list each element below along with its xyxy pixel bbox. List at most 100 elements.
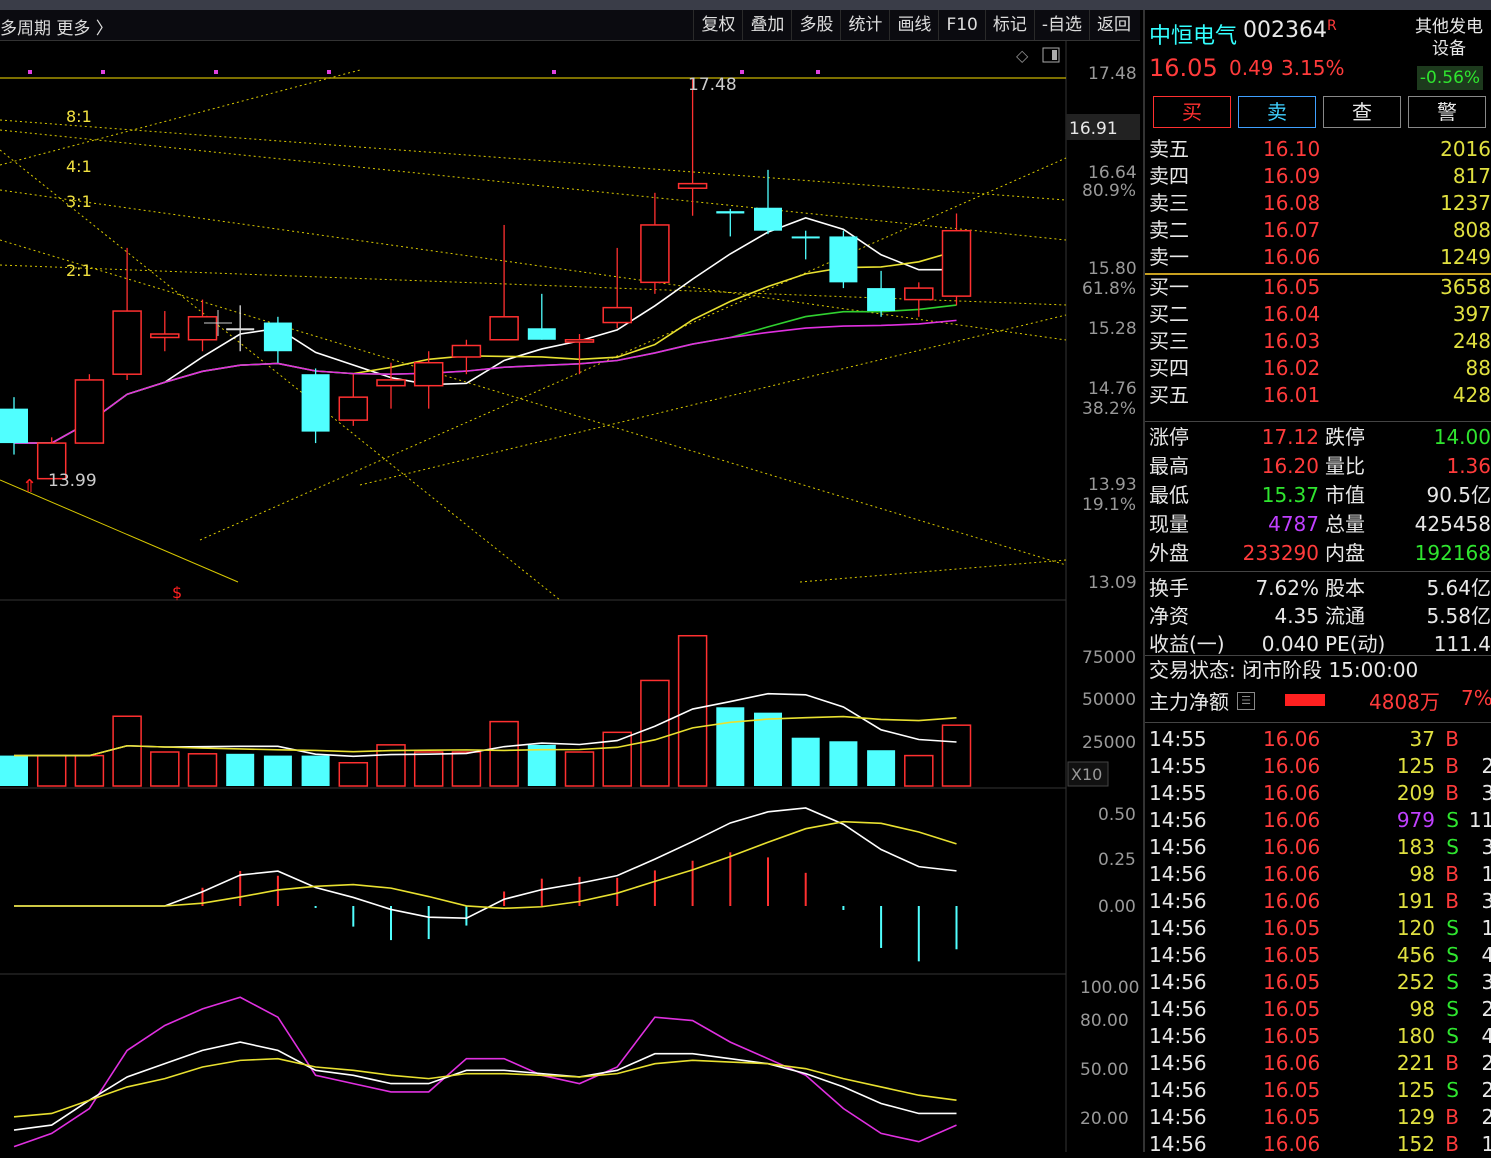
tick-volume: 98 [1409, 862, 1435, 886]
tick-time: 14:55 [1149, 754, 1207, 778]
stat-label: 最高 [1149, 454, 1189, 478]
volume-bar [150, 751, 180, 787]
level-volume: 88 [1465, 356, 1491, 380]
tick-time: 14:56 [1149, 808, 1207, 832]
tick-volume: 125 [1396, 1078, 1435, 1102]
signal-dot [816, 70, 820, 74]
candle-body [338, 396, 369, 421]
tick-price: 16.06 [1263, 781, 1321, 805]
toolbar-button[interactable]: 统计 [840, 10, 889, 40]
order-book-row: 卖三 16.08 1237 [1149, 190, 1491, 217]
main-flow-bar [1285, 694, 1325, 706]
volume-axis-label: 50000 [1082, 690, 1136, 710]
volume-bar [36, 754, 67, 787]
last-price: 16.05 [1149, 54, 1218, 82]
toolbar-button[interactable]: 复权 [693, 10, 742, 40]
signal-dot [28, 70, 32, 74]
tick-count: 44 [1481, 943, 1491, 967]
stat-label: 跌停 [1325, 425, 1365, 449]
fib-label: 2:1 [66, 261, 92, 280]
stat-label: 换手 [1149, 576, 1189, 600]
diamond-icon[interactable]: ◇ [1016, 46, 1029, 65]
stat-value: 0.040 [1261, 632, 1319, 656]
level-label: 卖四 [1149, 164, 1189, 188]
stat-row: 现量 4787 总量 425458 [1149, 511, 1491, 540]
volume-bar [263, 755, 292, 786]
tick-side: B [1445, 862, 1459, 886]
tick-price: 16.06 [1263, 862, 1321, 886]
volume-bar [376, 744, 406, 787]
order-book-row: 卖四 16.09 817 [1149, 163, 1491, 190]
sector-name[interactable]: 其他发电设备 [1415, 17, 1483, 59]
tick-side: B [1445, 781, 1459, 805]
level-label: 卖三 [1149, 191, 1189, 215]
tick-side: B [1445, 754, 1459, 778]
toolbar-button[interactable]: 标记 [984, 10, 1034, 40]
tick-time: 14:56 [1149, 1024, 1207, 1048]
toolbar-button[interactable]: 叠加 [742, 10, 791, 40]
toolbar-button[interactable]: -自选 [1033, 10, 1089, 40]
toolbar-button[interactable]: 返回 [1089, 10, 1138, 40]
trade-button[interactable]: 买 [1153, 96, 1231, 128]
tick-price: 16.05 [1263, 1078, 1321, 1102]
tick-price: 16.06 [1263, 808, 1321, 832]
kdj-j-line [13, 996, 957, 1148]
level-label: 卖五 [1149, 137, 1189, 161]
s-marker: $ [172, 583, 182, 602]
price-axis-label: 16.64 [1088, 163, 1137, 183]
level-volume: 817 [1452, 164, 1491, 188]
level-price: 16.03 [1263, 329, 1321, 353]
level-volume: 2016 [1440, 137, 1491, 161]
trade-button[interactable]: 查 [1323, 96, 1401, 128]
candle-body [754, 207, 782, 231]
trade-button[interactable]: 警 [1408, 96, 1486, 128]
candle-body [376, 379, 406, 387]
level-price: 16.08 [1263, 191, 1321, 215]
stat-value: 14.00 [1433, 425, 1491, 449]
kdj-axis-label: 20.00 [1080, 1109, 1129, 1129]
tick-time: 14:56 [1149, 862, 1207, 886]
tick-side: B [1445, 727, 1459, 751]
main-flow-value: 4808万 [1369, 690, 1440, 714]
tick-price: 16.05 [1263, 997, 1321, 1021]
toolbar-button[interactable]: 多股 [791, 10, 840, 40]
list-icon[interactable]: ☰ [1237, 692, 1255, 710]
stat-label: 内盘 [1325, 541, 1365, 565]
stat-row: 最高 16.20 量比 1.36 [1149, 453, 1491, 482]
candle-body [941, 229, 972, 297]
kline-chart[interactable]: ◇ 8:1 4:1 3:1 2:1 17.48 13.99 ⇑ $17.48 16.91 16.64… [0, 40, 1140, 1152]
level-label: 买三 [1149, 329, 1189, 353]
tick-volume: 456 [1396, 943, 1435, 967]
tick-side: S [1446, 970, 1459, 994]
trend-line [0, 119, 1067, 201]
volume-bar [941, 724, 972, 787]
tick-row: 14:56 16.05 129 B 29 [1149, 1104, 1491, 1131]
volume-bar [413, 751, 444, 787]
kdj-axis-label: 50.00 [1080, 1060, 1129, 1080]
volume-bar [74, 754, 105, 787]
volume-bar [226, 753, 255, 786]
tick-count: 16 [1481, 862, 1491, 886]
candle-body [451, 344, 482, 358]
period-menu[interactable]: 多周期 更多 〉 [0, 19, 113, 39]
pct-axis-label: 61.8% [1082, 279, 1136, 299]
candle-body [36, 442, 67, 480]
stat-label: 最低 [1149, 483, 1189, 507]
tick-count: 111 [1468, 808, 1491, 832]
signal-dot [214, 70, 218, 74]
stat-value: 425458 [1414, 512, 1491, 536]
candle-body [867, 288, 896, 312]
tick-volume: 191 [1396, 889, 1435, 913]
toolbar-button[interactable]: 画线 [889, 10, 938, 40]
stat-label: 净资 [1149, 604, 1189, 628]
tick-price: 16.06 [1263, 727, 1321, 751]
stat-row: 净资 4.35 流通 5.58亿 [1149, 603, 1491, 631]
volume-bar [451, 751, 482, 787]
trend-line [799, 559, 1067, 583]
toolbar-button[interactable]: F10 [938, 10, 984, 40]
trade-button[interactable]: 卖 [1238, 96, 1316, 128]
layout-icon[interactable] [1042, 47, 1060, 63]
volume-bar [867, 750, 896, 786]
stat-value: 1.36 [1446, 454, 1491, 478]
tick-time: 14:55 [1149, 727, 1207, 751]
